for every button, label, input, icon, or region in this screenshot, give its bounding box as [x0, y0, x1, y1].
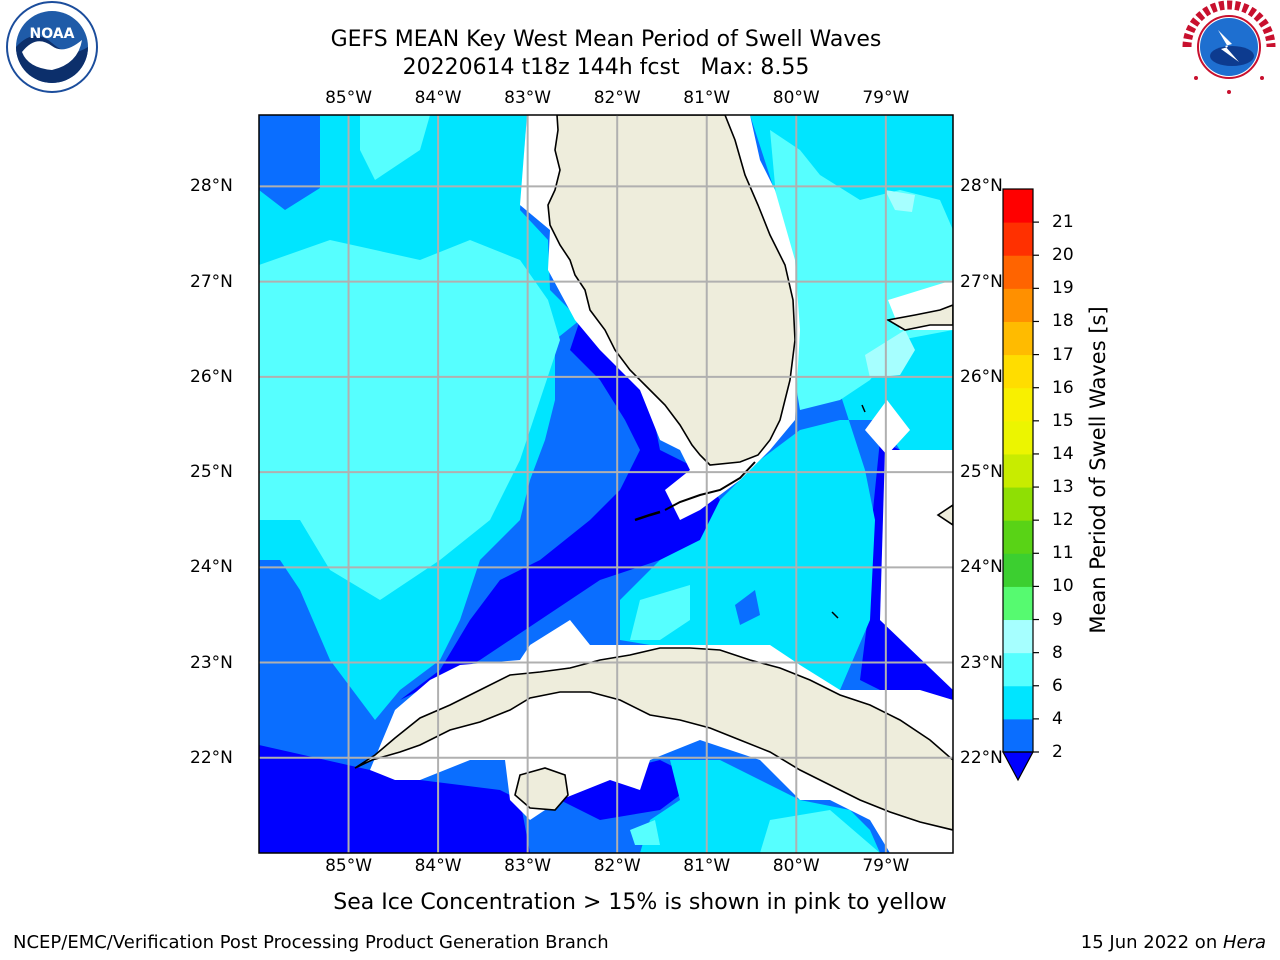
lat-tick-label-right: 27°N: [960, 271, 1003, 292]
colorbar-segment: [1003, 420, 1033, 455]
colorbar-tick-label: 12: [1052, 510, 1074, 531]
colorbar-segment: [1003, 321, 1033, 356]
lon-tick-label-top: 81°W: [683, 88, 731, 108]
map-area: [259, 115, 953, 853]
field-6to8-gulf: [360, 115, 430, 180]
colorbar-segment: [1003, 387, 1033, 422]
lat-tick-label-right: 24°N: [960, 557, 1003, 578]
land-bimini: [831, 404, 866, 619]
land-keys-2: [634, 510, 661, 522]
colorbar-segment: [1003, 553, 1033, 587]
sea-ice-caption: Sea Ice Concentration > 15% is shown in …: [333, 890, 947, 915]
nws-logo: [1182, 0, 1276, 94]
colorbar-tick-label: 9: [1052, 609, 1063, 630]
colorbar-tick-label: 19: [1052, 278, 1074, 299]
lat-tick-label-left: 26°N: [190, 366, 233, 387]
colorbar-segment: [1003, 288, 1033, 322]
footer-date-text: 15 Jun 2022 on: [1080, 932, 1223, 953]
colorbar-tick-label: 18: [1052, 311, 1074, 332]
field-6to8-gulf: [259, 240, 560, 600]
colorbar-segment: [1003, 255, 1033, 289]
lon-tick-label-bottom: 83°W: [504, 856, 552, 876]
lat-tick-label-left: 22°N: [190, 747, 233, 768]
gridlines: [259, 115, 953, 853]
lon-tick-label-top: 80°W: [772, 88, 820, 108]
colorbar-tick-label: 2: [1052, 742, 1063, 762]
colorbar: [1001, 188, 1039, 782]
field-8to9-atlantic2: [885, 190, 915, 212]
colorbar-tick-label: 20: [1052, 245, 1074, 266]
colorbar-tick-label: 10: [1052, 576, 1074, 597]
land-grand-bahama: [885, 304, 953, 331]
field-8to9-atlantic: [865, 330, 915, 378]
lat-tick-label-right: 22°N: [960, 747, 1003, 768]
colorbar-frame: [1002, 188, 1034, 753]
colorbar-segment: [1003, 586, 1033, 621]
lat-tick-label-left: 25°N: [190, 462, 233, 483]
colorbar-label: Mean Period of Swell Waves [s]: [1086, 306, 1110, 634]
colorbar-tick-label: 14: [1052, 443, 1074, 464]
lat-tick-label-left: 24°N: [190, 557, 233, 578]
colorbar-tick-label: 15: [1052, 410, 1074, 431]
lon-tick-label-bottom: 85°W: [325, 856, 373, 876]
lon-tick-label-top: 84°W: [414, 88, 462, 108]
colorbar-segment: [1003, 619, 1033, 654]
field-2to4-straits: [735, 590, 760, 625]
colorbar-segment: [1003, 718, 1033, 753]
field-6to8-straits: [630, 585, 690, 640]
page-subtitle: 20220614 t18z 144h fcst Max: 8.55: [402, 55, 810, 80]
footer-branch: NCEP/EMC/Verification Post Processing Pr…: [13, 932, 609, 953]
noaa-logo: NOAA: [6, 1, 98, 93]
nodata-bahamas-1: [865, 400, 910, 455]
lat-tick-label-left: 23°N: [190, 652, 233, 673]
footer-date: 15 Jun 2022 on Hera: [1081, 932, 1266, 953]
colorbar-tick-label: 8: [1052, 642, 1063, 663]
colorbar-tick-label: 16: [1052, 377, 1074, 398]
lon-tick-label-bottom: 80°W: [772, 856, 820, 876]
land-andros: [936, 504, 953, 526]
lat-tick-label-right: 23°N: [960, 652, 1003, 673]
lon-tick-label-top: 82°W: [593, 88, 641, 108]
land-keys: [664, 461, 756, 511]
svg-text:NOAA: NOAA: [30, 26, 75, 42]
colorbar-tick-label: 17: [1052, 344, 1074, 365]
colorbar-segment: [1003, 453, 1033, 488]
lat-tick-label-left: 27°N: [190, 271, 233, 292]
nodata-bahamas-2: [880, 450, 953, 690]
lat-tick-label-right: 28°N: [960, 176, 1003, 197]
lon-tick-label-bottom: 81°W: [683, 856, 731, 876]
colorbar-tick-label: 21: [1052, 212, 1074, 233]
lat-tick-label-right: 25°N: [960, 462, 1003, 483]
lat-tick-label-left: 28°N: [190, 176, 233, 197]
lon-tick-label-bottom: 84°W: [414, 856, 462, 876]
map-frame: [258, 114, 954, 854]
land-cuba: [354, 647, 953, 831]
colorbar-segment: [1003, 652, 1033, 687]
colorbar-tick-label: 6: [1052, 675, 1063, 696]
page-title: GEFS MEAN Key West Mean Period of Swell …: [330, 27, 882, 52]
lat-tick-label-right: 26°N: [960, 366, 1003, 387]
colorbar-extend-arrow: [1001, 751, 1035, 782]
lon-tick-label-top: 83°W: [504, 88, 552, 108]
lon-tick-label-bottom: 79°W: [862, 856, 910, 876]
footer-host: Hera: [1222, 932, 1266, 953]
lon-tick-label-top: 79°W: [862, 88, 910, 108]
field-6to8-south-cuba2: [630, 820, 660, 845]
colorbar-tick-label: 13: [1052, 477, 1074, 498]
colorbar-segment: [1003, 222, 1033, 256]
colorbar-segment: [1003, 685, 1033, 720]
lon-tick-label-bottom: 82°W: [593, 856, 641, 876]
colorbar-tick-label: 4: [1052, 708, 1063, 729]
colorbar-segment: [1003, 520, 1033, 554]
colorbar-segment: [1003, 189, 1033, 223]
lon-tick-label-top: 85°W: [325, 88, 373, 108]
field-lt2-strait: [400, 320, 720, 700]
colorbar-segment: [1003, 354, 1033, 389]
field-6to8-south-cuba: [760, 810, 880, 853]
colorbar-segment: [1003, 487, 1033, 521]
colorbar-tick-label: 11: [1052, 543, 1074, 564]
field-lt2-south: [259, 745, 530, 853]
